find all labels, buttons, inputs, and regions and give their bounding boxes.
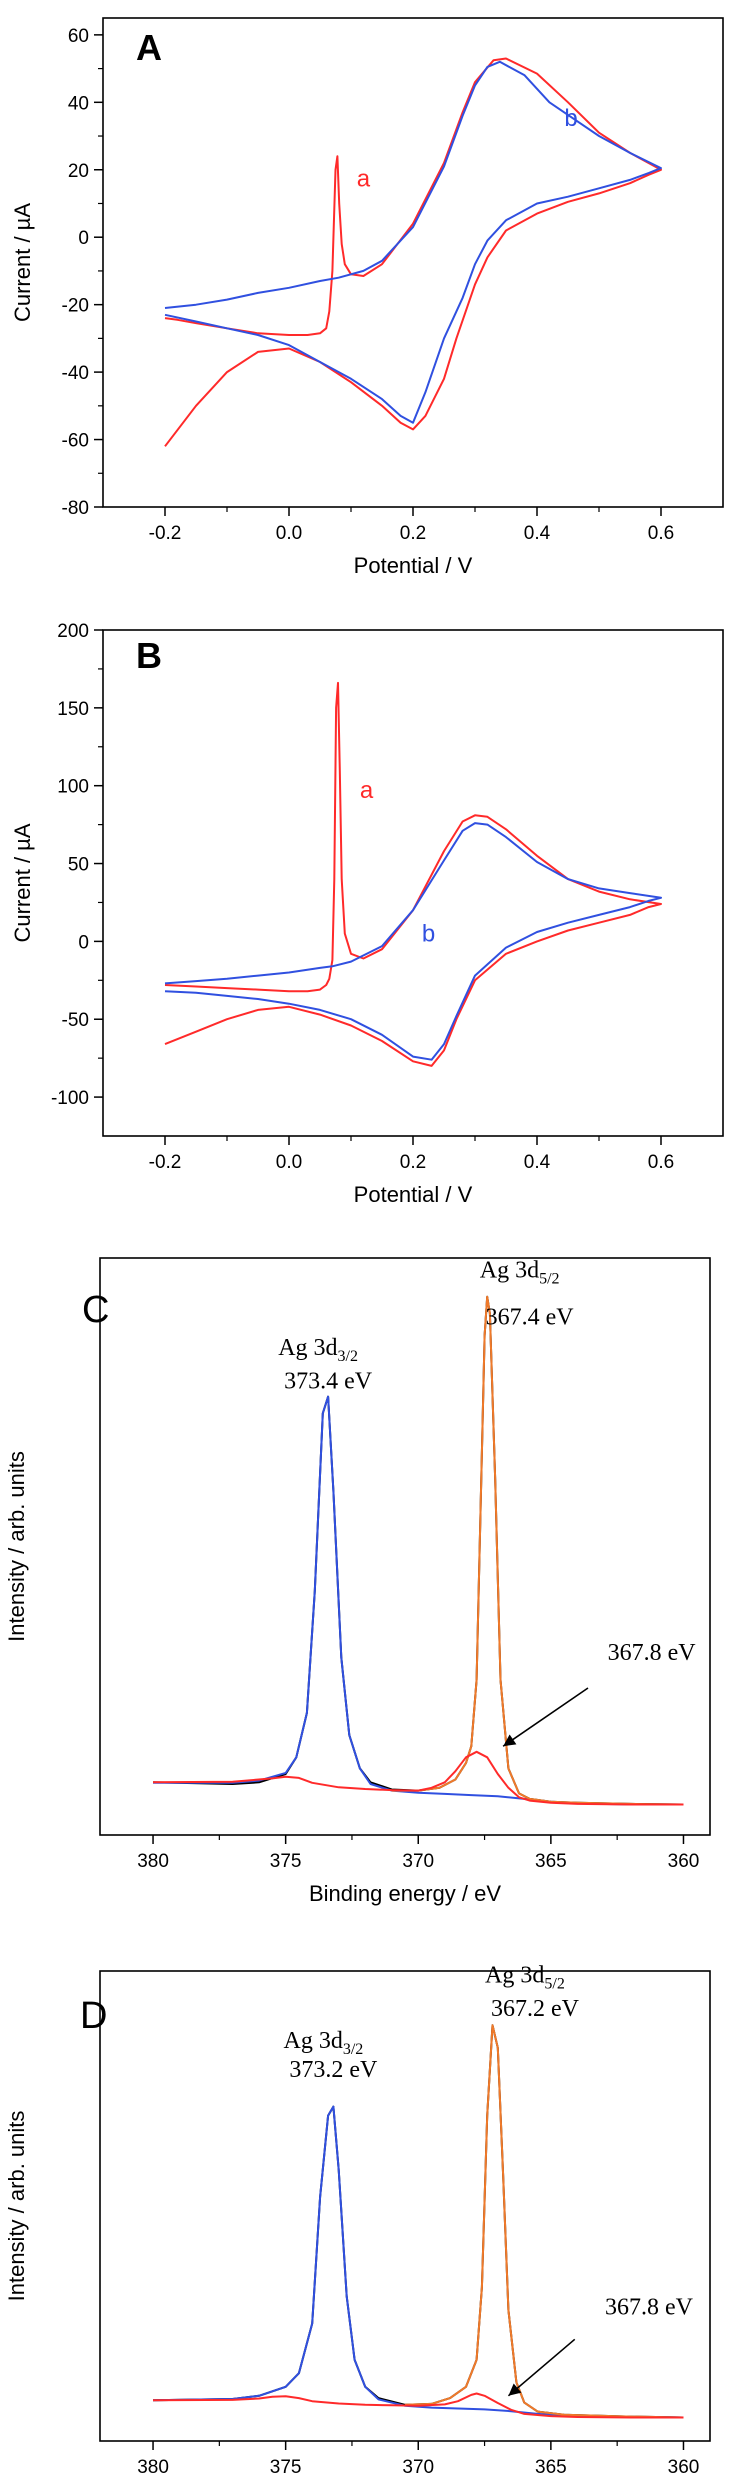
series-line-1 [152, 2105, 684, 2419]
peak-label-main: Ag 3d [278, 1335, 337, 1361]
x-tick-label: 365 [535, 1851, 567, 1872]
series-line-3 [152, 2392, 684, 2419]
peak-label-subscript: 5/2 [544, 1975, 564, 1992]
x-tick-label: 365 [535, 2457, 567, 2478]
x-tick-label: 0.6 [648, 523, 674, 544]
panel-a: -0.2 0.0 0.2 0.4 0.6 -80 -60 -40 -20 0 20 40 60 Poten… [10, 17, 724, 578]
x-tick-label: 0.4 [524, 1152, 551, 1173]
peak-label: Ag 3d5/2 [480, 1257, 560, 1287]
x-tick-label: 380 [137, 1851, 169, 1872]
y-tick-label: 150 [57, 699, 89, 720]
series-line-3 [152, 1750, 684, 1806]
plot-frame [99, 1257, 711, 1836]
x-axis-title: Binding energy / eV [309, 1881, 501, 1906]
peak-energy-label: 373.2 eV [289, 2057, 378, 2083]
y-tick-label: -60 [62, 431, 89, 452]
y-tick-label: -80 [62, 498, 89, 519]
series-line-0 [152, 1295, 684, 1806]
x-tick-label: 370 [402, 2457, 434, 2478]
x-tick-label: -0.2 [149, 1152, 182, 1173]
x-tick-label: 375 [270, 1851, 302, 1872]
peak-label: Ag 3d5/2 [485, 1962, 565, 1992]
x-axis-title: Potential / V [354, 1182, 473, 1207]
y-tick-label: 40 [68, 93, 89, 114]
y-tick-label: -20 [62, 296, 89, 317]
peak-label-subscript: 3/2 [338, 1348, 358, 1365]
x-tick-label: 360 [668, 1851, 700, 1872]
x-tick-label: 360 [668, 2457, 700, 2478]
x-tick-label: 0.0 [276, 1152, 302, 1173]
peak-label: Ag 3d3/2 [278, 1335, 358, 1365]
series-label: a [360, 777, 374, 804]
peak-label-subscript: 5/2 [539, 1270, 559, 1287]
y-axis-title: Current / µA [10, 823, 35, 942]
series-line-1 [164, 822, 662, 1061]
series-label: b [422, 920, 435, 947]
series-line-2 [391, 1295, 684, 1806]
panel-label: A [136, 27, 162, 68]
y-axis-title: Intensity / arb. units [4, 2111, 29, 2302]
x-tick-label: 380 [137, 2457, 169, 2478]
y-tick-label: -50 [62, 1010, 89, 1031]
panel-b: -0.2 0.0 0.2 0.4 0.6 -100 -50 0 50 100 150 200 Poten… [10, 621, 724, 1207]
y-axis-title: Current / µA [10, 203, 35, 322]
y-tick-label: -100 [51, 1088, 89, 1109]
peak-energy-label: 373.4 eV [284, 1368, 373, 1394]
x-tick-label: 0.6 [648, 1152, 674, 1173]
x-tick-label: 0.2 [400, 523, 426, 544]
series-line-1 [153, 1395, 684, 1806]
y-tick-label: 0 [78, 228, 89, 249]
peak-label-main: Ag 3d [485, 1962, 544, 1988]
panel-c: 380 375 370 365 360 Binding energy / eV Intens… [4, 1257, 711, 1906]
panel-label: B [136, 635, 162, 676]
peak-label: Ag 3d3/2 [283, 2028, 363, 2058]
y-tick-label: 0 [78, 932, 89, 953]
y-tick-label: 20 [68, 161, 89, 182]
series-line-2 [404, 2024, 684, 2419]
y-tick-label: 60 [68, 26, 89, 47]
arrow-line [502, 1687, 589, 1747]
y-tick-label: 50 [68, 855, 89, 876]
series-label: b [564, 105, 577, 132]
peak-label-subscript: 3/2 [343, 2041, 363, 2058]
arrow-head-icon [508, 2383, 522, 2396]
plot-frame [102, 17, 724, 508]
series-line-1 [164, 60, 662, 424]
peak-energy-label: 367.8 eV [608, 1640, 697, 1666]
plot-frame [99, 1970, 711, 2442]
peak-energy-label: 367.8 eV [605, 2294, 694, 2320]
x-tick-label: 375 [270, 2457, 302, 2478]
y-tick-label: 200 [57, 621, 89, 642]
panel-label: D [80, 1995, 107, 2037]
peak-energy-label: 367.2 eV [491, 1996, 580, 2022]
panel-label: C [82, 1289, 109, 1331]
x-tick-label: 370 [402, 1851, 434, 1872]
x-tick-label: 0.4 [524, 523, 551, 544]
peak-energy-label: 367.4 eV [486, 1305, 575, 1331]
series-line-0 [164, 57, 662, 447]
y-axis-title: Intensity / arb. units [4, 1451, 29, 1642]
x-tick-label: 0.0 [276, 523, 302, 544]
plot-frame [102, 629, 724, 1137]
x-tick-label: 0.2 [400, 1152, 426, 1173]
peak-label-main: Ag 3d [283, 2028, 342, 2054]
x-tick-label: -0.2 [149, 523, 182, 544]
series-line-0 [164, 681, 662, 1067]
peak-label-main: Ag 3d [480, 1257, 539, 1283]
arrow-line [507, 2338, 576, 2397]
y-tick-label: -40 [62, 363, 89, 384]
arrow-head-icon [503, 1734, 517, 1747]
y-tick-label: 100 [57, 777, 89, 798]
x-axis-title: Potential / V [354, 553, 473, 578]
series-label: a [357, 166, 371, 193]
series-line-0 [152, 2024, 684, 2419]
